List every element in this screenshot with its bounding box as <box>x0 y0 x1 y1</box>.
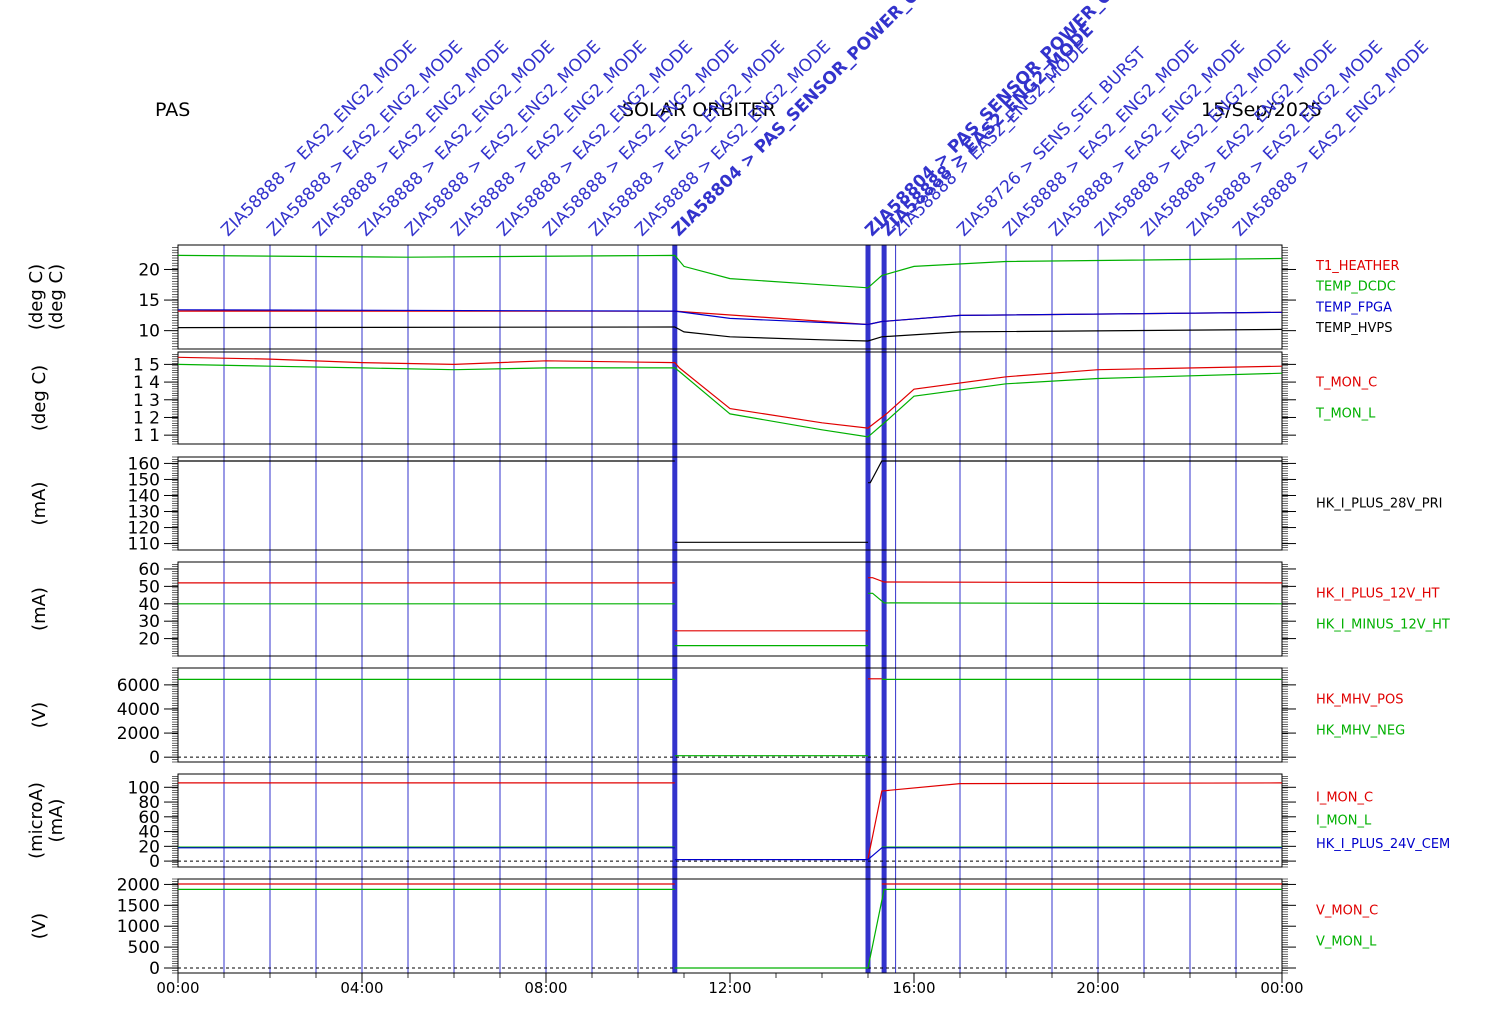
x-tick-label: 20:00 <box>1076 979 1119 997</box>
date-label: 15/Sep/2025 <box>1201 99 1322 121</box>
y-tick-label: 20 <box>138 630 160 650</box>
y-tick-label: 1000 <box>117 917 160 937</box>
y-tick-label: 1 1 <box>133 426 160 446</box>
panel-2: 1 11 21 31 41 5 (deg C) T_MON_C T_MON_L <box>29 351 1377 446</box>
instrument-label: PAS <box>155 99 190 121</box>
y-axis-label-2: (deg C) <box>46 264 67 330</box>
y-tick-label: 80 <box>138 793 160 813</box>
y-tick-label: 20 <box>138 260 160 280</box>
y-tick-label: 100 <box>128 778 160 798</box>
y-tick-label: 0 <box>149 852 160 872</box>
y-tick-label: 1 2 <box>133 408 160 428</box>
panel-frame <box>177 561 1283 657</box>
series-legend: T1_HEATHER <box>1315 259 1400 274</box>
y-tick-label: 150 <box>128 470 160 490</box>
y-axis-label: (deg C) <box>29 365 50 431</box>
series-line <box>177 254 1283 289</box>
y-tick-label: 2000 <box>117 875 160 895</box>
series-legend: TEMP_DCDC <box>1315 280 1396 295</box>
y-tick-label: 1 4 <box>133 373 160 393</box>
series-legend: HK_MHV_POS <box>1316 692 1404 707</box>
series-line <box>867 847 1282 861</box>
y-tick-label: 140 <box>128 486 160 506</box>
y-tick-label: 6000 <box>117 676 160 696</box>
y-axis-label: (V) <box>29 913 50 939</box>
series-legend: HK_MHV_NEG <box>1316 724 1405 739</box>
y-tick-label: 1500 <box>117 896 160 916</box>
y-tick-label: 0 <box>149 748 160 768</box>
x-tick-label: 04:00 <box>340 979 383 997</box>
y-tick-label: 20 <box>138 837 160 857</box>
y-tick-label: 1 5 <box>133 355 160 375</box>
y-tick-label: 40 <box>138 823 160 843</box>
y-tick-label: 4000 <box>117 700 160 720</box>
series-legend: TEMP_FPGA <box>1315 300 1392 315</box>
y-tick-label: 40 <box>138 595 160 615</box>
y-axis-label-2: (mA) <box>46 799 67 843</box>
series-legend: I_MON_L <box>1316 814 1372 829</box>
panel-frame <box>177 773 1283 868</box>
y-axis-label: (deg C) <box>26 264 47 330</box>
time-axis: 00:00 04:00 08:00 12:00 16:00 20:00 00:00 <box>156 973 1304 997</box>
series-legend: V_MON_L <box>1316 935 1377 950</box>
x-tick-label: 16:00 <box>892 979 935 997</box>
series-legend: I_MON_C <box>1316 790 1373 805</box>
panel-frame <box>177 456 1283 551</box>
y-tick-label: 0 <box>149 959 160 979</box>
mission-label: SOLAR ORBITER <box>622 99 776 121</box>
y-tick-label: 2000 <box>117 724 160 744</box>
y-tick-label: 15 <box>138 291 160 311</box>
panel-5: 0 2000 4000 6000 (V) HK_MHV_POS HK_MHV_NEG <box>29 667 1405 768</box>
y-tick-label: 60 <box>138 808 160 828</box>
series-line <box>867 888 1282 969</box>
panel-1: 10 15 20 (deg C) (deg C) T1_HEATHER TEMP_DCDC T… <box>26 244 1400 350</box>
series-legend: HK_I_PLUS_28V_PRI <box>1316 497 1442 512</box>
y-tick-label: 30 <box>138 612 160 632</box>
y-tick-label: 60 <box>138 560 160 580</box>
y-tick-label: 120 <box>128 519 160 539</box>
series-legend: T_MON_C <box>1315 376 1377 391</box>
series-legend: HK_I_PLUS_12V_HT <box>1316 586 1440 601</box>
series-line <box>177 309 1283 326</box>
series-legend: HK_I_PLUS_24V_CEM <box>1316 837 1450 852</box>
y-tick-label: 10 <box>138 322 160 342</box>
x-tick-label: 00:00 <box>1260 979 1303 997</box>
x-tick-label: 00:00 <box>156 979 199 997</box>
x-tick-label: 12:00 <box>708 979 751 997</box>
series-line <box>868 577 1283 584</box>
series-line <box>868 592 1283 605</box>
series-line <box>868 460 1282 484</box>
series-legend: HK_I_MINUS_12V_HT <box>1316 618 1450 633</box>
series-legend: T_MON_L <box>1315 406 1376 421</box>
y-axis-label: (V) <box>29 702 50 728</box>
y-axis-label: (mA) <box>29 587 50 631</box>
panel-frame <box>177 878 1283 974</box>
y-tick-label: 1 3 <box>133 391 160 411</box>
panel-frame <box>177 351 1283 445</box>
series-line <box>177 326 1283 342</box>
x-tick-label: 08:00 <box>524 979 567 997</box>
series-line <box>177 363 1283 438</box>
y-tick-label: 110 <box>128 535 160 555</box>
series-legend: V_MON_C <box>1316 903 1378 918</box>
panel-frame <box>177 667 1283 763</box>
y-axis-label: (microA) <box>26 782 47 859</box>
y-tick-label: 500 <box>128 938 160 958</box>
series-line <box>867 782 1283 860</box>
y-tick-label: 50 <box>138 577 160 597</box>
y-axis-label: (mA) <box>29 482 50 526</box>
series-line <box>177 356 1283 429</box>
series-legend: TEMP_HVPS <box>1315 321 1392 336</box>
y-tick-label: 160 <box>128 454 160 474</box>
y-tick-label: 130 <box>128 503 160 523</box>
